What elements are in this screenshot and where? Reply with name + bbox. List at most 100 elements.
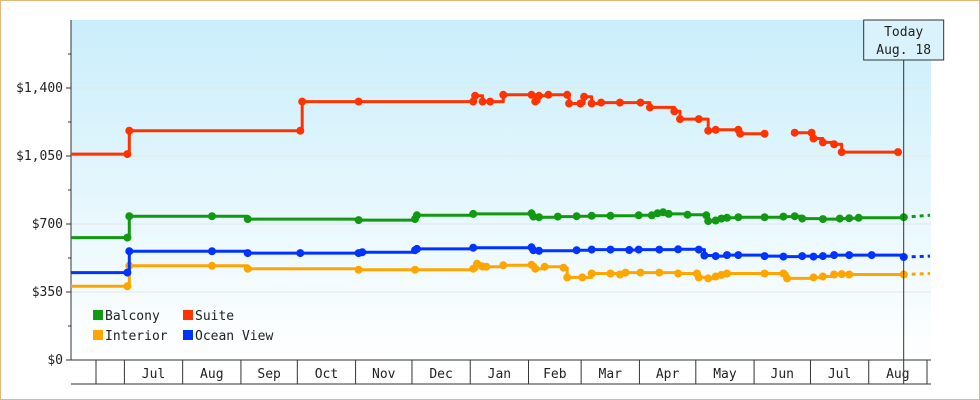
x-tick-label: Oct: [315, 367, 338, 382]
data-point: [790, 212, 799, 221]
x-tick-label: Jun: [771, 367, 794, 382]
data-point: [531, 264, 540, 273]
data-point: [694, 115, 703, 124]
data-point: [469, 209, 478, 218]
data-point: [625, 246, 634, 254]
data-point: [798, 252, 807, 261]
today-date: Aug. 18: [876, 43, 931, 58]
data-point: [123, 268, 132, 277]
data-point: [830, 270, 839, 279]
data-point: [208, 261, 216, 270]
data-point: [553, 212, 562, 221]
series-suite: [71, 90, 902, 159]
legend-label: Ocean View: [195, 329, 273, 344]
x-tick-label: Jan: [488, 367, 511, 382]
data-point: [587, 269, 596, 278]
data-point: [818, 272, 827, 281]
data-point: [830, 251, 839, 260]
data-point: [499, 90, 508, 99]
data-point: [580, 92, 589, 101]
data-point: [563, 90, 572, 99]
data-point: [578, 273, 587, 282]
data-point: [298, 97, 307, 106]
y-tick-label: $700: [32, 217, 63, 232]
data-point: [544, 90, 553, 99]
today-label: Today: [884, 25, 923, 40]
data-point: [587, 211, 596, 220]
data-point: [123, 233, 132, 242]
data-point: [565, 99, 574, 108]
data-point: [700, 251, 709, 260]
legend-item-suite: Suite: [183, 309, 234, 324]
data-point: [694, 273, 703, 282]
data-point: [572, 212, 581, 221]
data-point: [655, 245, 664, 254]
series-balcony: [71, 208, 931, 242]
data-point: [845, 270, 854, 279]
data-point: [670, 107, 679, 116]
data-point: [636, 268, 645, 277]
data-point: [358, 248, 367, 257]
legend-label: Interior: [105, 329, 168, 344]
legend-label: Balcony: [105, 309, 160, 324]
data-point: [636, 98, 645, 107]
data-point: [655, 268, 664, 277]
data-point: [243, 215, 252, 224]
data-point: [809, 273, 818, 282]
x-tick-label: May: [713, 367, 737, 382]
data-point: [606, 211, 615, 220]
data-point: [818, 138, 827, 147]
x-tick-label: Dec: [429, 367, 452, 382]
data-point: [576, 99, 585, 108]
legend-item-ocean-view: Ocean View: [183, 329, 273, 344]
y-tick-label: $350: [32, 285, 63, 300]
data-point: [296, 249, 305, 258]
x-tick-label: Mar: [599, 367, 623, 382]
data-point: [723, 251, 731, 260]
legend-label: Suite: [195, 309, 234, 324]
data-point: [535, 213, 543, 222]
legend-swatch: [183, 310, 193, 320]
data-point: [711, 125, 720, 134]
data-point: [760, 269, 769, 278]
plot-area: [71, 20, 931, 360]
data-point: [531, 97, 540, 106]
data-point: [615, 98, 624, 107]
x-tick-label: Nov: [372, 367, 396, 382]
data-point: [243, 264, 252, 273]
data-point: [125, 212, 134, 221]
legend-swatch: [93, 330, 103, 340]
data-point: [354, 216, 363, 225]
data-point: [704, 126, 713, 135]
data-point: [412, 244, 421, 253]
series-ocean-view: [71, 243, 931, 277]
data-point: [587, 99, 596, 108]
data-point: [606, 245, 615, 254]
x-tick-label: Apr: [656, 367, 680, 382]
data-point: [845, 251, 854, 260]
data-point: [412, 211, 421, 220]
data-point: [469, 243, 478, 252]
data-point: [779, 212, 788, 221]
data-point: [835, 214, 844, 223]
series-interior: [71, 259, 931, 291]
data-point: [818, 252, 827, 261]
data-point: [587, 245, 596, 254]
data-point: [482, 262, 491, 271]
data-point: [645, 103, 654, 112]
data-point: [867, 251, 876, 260]
data-point: [779, 252, 788, 261]
data-point: [478, 97, 487, 106]
legend-swatch: [93, 310, 103, 320]
data-point: [798, 214, 807, 223]
data-point: [809, 252, 818, 261]
data-point: [621, 268, 630, 277]
data-point: [597, 98, 606, 107]
data-point: [208, 212, 216, 221]
data-point: [734, 213, 743, 222]
data-point: [683, 210, 692, 219]
x-tick-label: Feb: [543, 367, 567, 382]
data-point: [123, 282, 132, 291]
data-point: [830, 140, 839, 149]
